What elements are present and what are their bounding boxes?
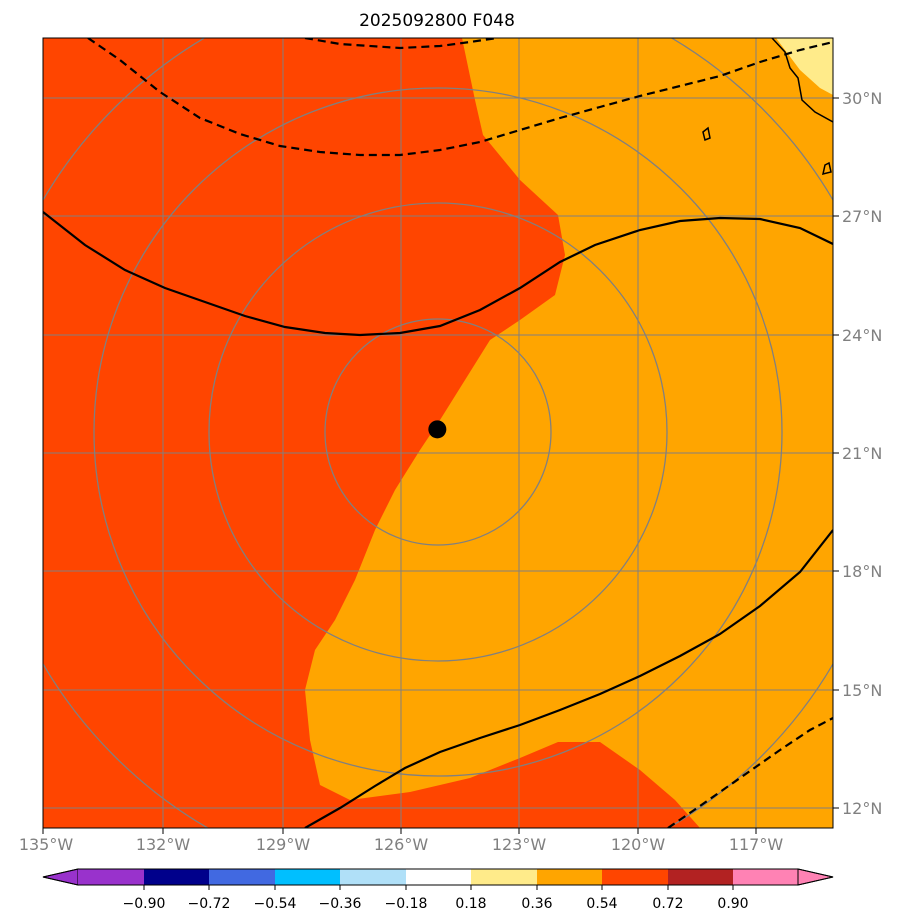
- colorbar-segment: [78, 869, 144, 885]
- colorbar-segment: [144, 869, 209, 885]
- colorbar-label: −0.36: [319, 896, 362, 912]
- lat-ticks: [833, 97, 839, 809]
- coastline: [702, 38, 833, 176]
- lon-label: 117°W: [729, 835, 784, 854]
- colorbar-segment: [275, 869, 340, 885]
- lon-ticks: [42, 828, 757, 834]
- colorbar-label: 0.54: [586, 896, 617, 912]
- map-frame: [42, 37, 834, 829]
- colorbar-segment: [340, 869, 406, 885]
- colorbar-segment: [406, 869, 471, 885]
- colorbar-extend-high: [797, 868, 834, 886]
- lon-label: 129°W: [256, 835, 311, 854]
- lon-labels: 135°W 132°W 129°W 126°W 123°W 120°W 117°…: [19, 835, 784, 854]
- lon-label: 132°W: [136, 835, 191, 854]
- colorbar-outline: [42, 868, 834, 886]
- colorbar-label: 0.18: [455, 896, 486, 912]
- lat-labels: 30°N 27°N 24°N 21°N 18°N 15°N 12°N: [842, 89, 882, 818]
- anomaly-field-orange: [305, 38, 833, 828]
- colorbar-segment: [602, 869, 668, 885]
- figure-title: 2025092800 F048: [359, 11, 515, 31]
- grid-lines: [43, 38, 833, 828]
- colorbar-label: −0.90: [123, 896, 166, 912]
- lat-label: 15°N: [842, 681, 882, 700]
- map-panel: [43, 38, 833, 828]
- storm-center-marker: [428, 420, 447, 439]
- lat-label: 18°N: [842, 562, 882, 581]
- colorbar-segment: [471, 869, 537, 885]
- lat-label: 12°N: [842, 799, 882, 818]
- colorbar-segment: [668, 869, 733, 885]
- colorbar-segment: [733, 869, 798, 885]
- colorbar-ticks: [143, 885, 734, 890]
- contour-solid: [43, 211, 833, 828]
- lon-label: 126°W: [374, 835, 429, 854]
- colorbar-segment: [209, 869, 275, 885]
- colorbar-label: −0.18: [385, 896, 428, 912]
- colorbar-extend-low: [42, 868, 79, 886]
- lat-label: 27°N: [842, 207, 882, 226]
- lon-label: 120°W: [611, 835, 666, 854]
- colorbar-label: −0.54: [254, 896, 297, 912]
- lon-label: 123°W: [492, 835, 547, 854]
- colorbar-label: 0.36: [521, 896, 552, 912]
- colorbar-label: 0.90: [717, 896, 748, 912]
- colorbar: −0.90 −0.72 −0.54 −0.36 −0.18 0.18 0.36 …: [42, 868, 834, 912]
- colorbar-segment: [537, 869, 602, 885]
- range-rings: [43, 38, 833, 828]
- colorbar-label: 0.72: [652, 896, 683, 912]
- lat-label: 24°N: [842, 326, 882, 345]
- contour-dashed: [87, 38, 833, 828]
- lon-label: 135°W: [19, 835, 74, 854]
- lat-label: 21°N: [842, 444, 882, 463]
- lat-label: 30°N: [842, 89, 882, 108]
- colorbar-label: −0.72: [188, 896, 231, 912]
